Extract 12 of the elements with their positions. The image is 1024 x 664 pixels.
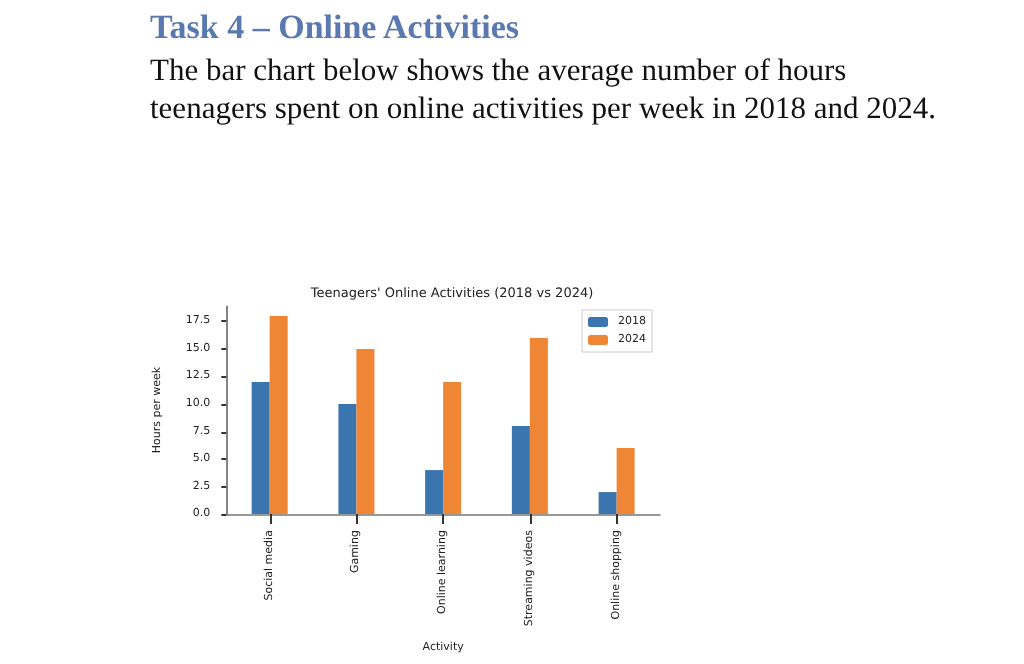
bar xyxy=(443,381,462,515)
bar xyxy=(598,492,617,515)
bar xyxy=(529,337,548,515)
text: Task 4 – Online Activities xyxy=(150,8,520,48)
text: The bar chart below shows the average number of hours teenagers spent on online activities per week in 2018 and 2024. xyxy=(150,54,938,129)
bar xyxy=(356,348,375,515)
bar xyxy=(269,315,288,515)
bar xyxy=(616,448,635,515)
bar xyxy=(338,404,357,515)
bar xyxy=(251,381,270,515)
bar xyxy=(511,426,530,515)
bar xyxy=(425,470,444,515)
